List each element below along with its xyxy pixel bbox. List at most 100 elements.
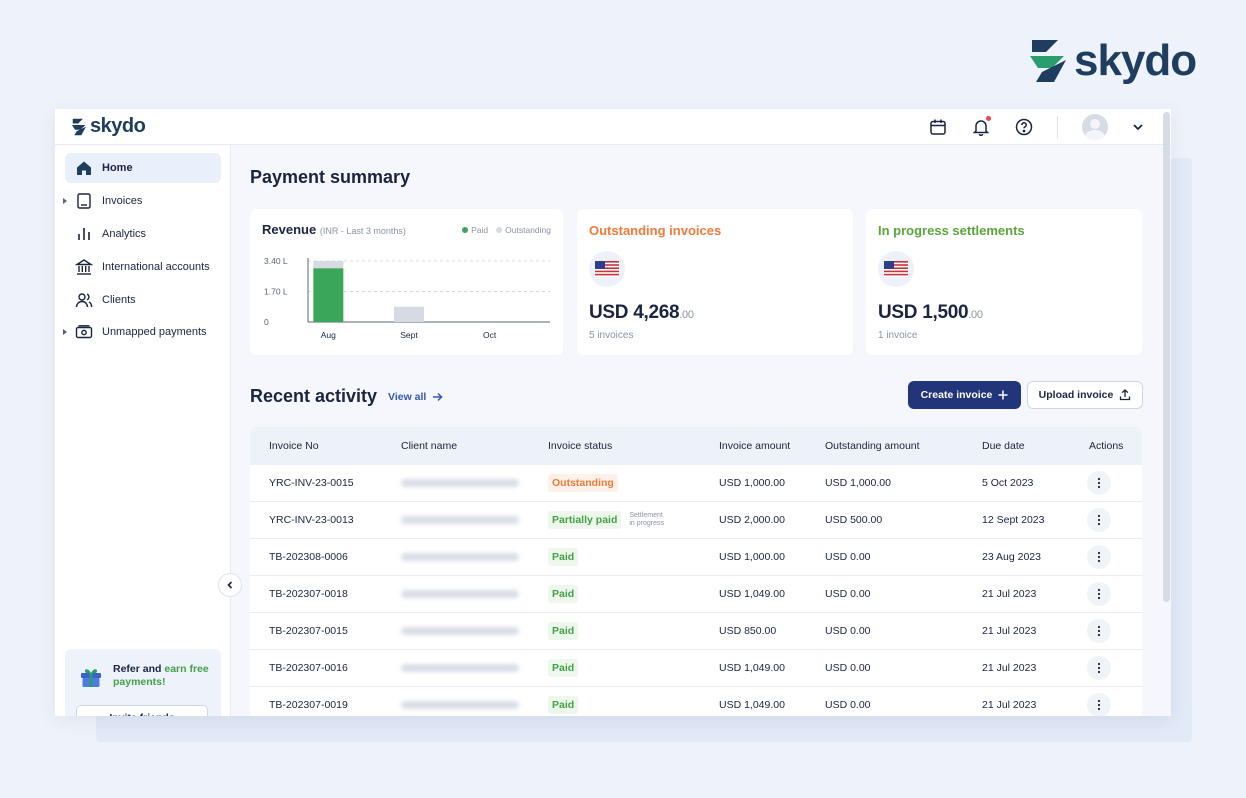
outstanding-amount-cell: USD 0.00 (825, 588, 871, 600)
more-vertical-icon (1097, 588, 1101, 600)
sidebar: Home Invoices Analytics International ac… (55, 145, 231, 716)
chevron-left-icon (227, 581, 233, 589)
invoice-amount: USD 1,000.00 (719, 477, 785, 489)
outstanding-amount: USD 4,268.00 (589, 302, 694, 323)
sidebar-item-unmapped-payments[interactable]: Unmapped payments (63, 317, 221, 347)
sidebar-item-invoices[interactable]: Invoices (63, 186, 221, 216)
row-actions-button[interactable] (1087, 471, 1111, 495)
actions-cell (1087, 539, 1111, 575)
more-vertical-icon (1097, 699, 1101, 711)
help-button[interactable] (1011, 114, 1037, 140)
invoice-number[interactable]: TB-202307-0018 (269, 588, 348, 600)
chevron-down-icon (1133, 124, 1143, 131)
client-name-redacted (401, 576, 519, 612)
sidebar-item-label: Analytics (102, 228, 147, 240)
due-date: 21 Jul 2023 (982, 588, 1037, 600)
invoice-amount: USD 1,049.00 (719, 588, 785, 600)
outstanding-invoices-card[interactable]: Outstanding invoices USD 4,268.00 5 invo… (577, 209, 853, 355)
invoice-number[interactable]: TB-202307-0015 (269, 625, 348, 637)
plus-icon (998, 390, 1008, 400)
collapse-sidebar-button[interactable] (218, 573, 242, 597)
invoice-status: Partially paid Settlement in progress (548, 502, 664, 538)
invoice-amount: USD 1,049.00 (719, 699, 785, 711)
avatar[interactable] (1082, 114, 1108, 140)
row-actions-button[interactable] (1087, 545, 1111, 569)
in-progress-settlements-card[interactable]: In progress settlements USD 1,500.00 1 i… (866, 209, 1142, 355)
actions-cell (1087, 576, 1111, 612)
status-badge: Paid (548, 696, 579, 714)
notifications-button[interactable] (968, 114, 994, 140)
refer-card: Refer and earn free payments! Invite fri… (65, 649, 221, 716)
table-row[interactable]: TB-202307-0018 Paid USD 1,049.00 USD 0.0… (250, 576, 1142, 613)
outstanding-amount-cell: USD 1,000.00 (825, 477, 891, 489)
column-header[interactable]: Invoice amount (719, 440, 791, 452)
invoice-number[interactable]: YRC-INV-23-0013 (269, 514, 354, 526)
invoice-number[interactable]: YRC-INV-23-0015 (269, 477, 354, 489)
table-header: Invoice No Client name Invoice status In… (250, 427, 1142, 465)
table-body: YRC-INV-23-0015 Outstanding USD 1,000.00… (250, 465, 1142, 716)
revenue-title: Revenue (INR - Last 3 months) (262, 222, 406, 237)
column-header[interactable]: Due date (982, 440, 1025, 452)
more-vertical-icon (1097, 514, 1101, 526)
table-row[interactable]: TB-202307-0016 Paid USD 1,049.00 USD 0.0… (250, 650, 1142, 687)
main-content: Payment summary Revenue (INR - Last 3 mo… (232, 145, 1171, 716)
column-header: Actions (1089, 440, 1124, 452)
progress-amount: USD 1,500.00 (878, 302, 983, 323)
account-menu-button[interactable] (1125, 114, 1151, 140)
arrow-right-icon (433, 392, 443, 402)
client-name-redacted (401, 650, 519, 686)
invoices-table: Invoice No Client name Invoice status In… (250, 427, 1142, 716)
outstanding-amount-cell: USD 0.00 (825, 625, 871, 637)
row-actions-button[interactable] (1087, 582, 1111, 606)
calendar-button[interactable] (925, 114, 951, 140)
recent-activity-title: Recent activity (250, 386, 378, 406)
outstanding-title: Outstanding invoices (589, 223, 722, 238)
column-header[interactable]: Invoice No (269, 440, 319, 452)
client-name-redacted (401, 465, 519, 501)
clients-icon (75, 293, 93, 308)
upload-invoice-button[interactable]: Upload invoice (1027, 381, 1143, 409)
column-header[interactable]: Client name (401, 440, 458, 452)
sidebar-item-analytics[interactable]: Analytics (65, 219, 221, 249)
more-vertical-icon (1097, 662, 1101, 674)
column-header[interactable]: Outstanding amount (825, 440, 920, 452)
legend-outstanding: Outstanding (496, 225, 551, 235)
more-vertical-icon (1097, 477, 1101, 489)
table-row[interactable]: TB-202307-0015 Paid USD 850.00 USD 0.00 … (250, 613, 1142, 650)
sidebar-item-label: Invoices (102, 195, 143, 207)
upload-icon (1120, 389, 1131, 401)
app-logo[interactable]: skydo (71, 115, 146, 138)
sidebar-item-clients[interactable]: Clients (65, 285, 221, 315)
expand-caret-icon[interactable] (63, 198, 67, 204)
bar-paid-aug (313, 268, 344, 322)
sidebar-item-international-accounts[interactable]: International accounts (65, 252, 221, 282)
due-date: 23 Aug 2023 (982, 551, 1041, 563)
invoice-number[interactable]: TB-202308-0006 (269, 551, 348, 563)
create-invoice-button[interactable]: Create invoice (908, 381, 1021, 409)
table-row[interactable]: TB-202307-0019 Paid USD 1,049.00 USD 0.0… (250, 687, 1142, 716)
row-actions-button[interactable] (1087, 693, 1111, 716)
us-flag-icon (589, 251, 625, 287)
outstanding-amount-cell: USD 0.00 (825, 551, 871, 563)
invoice-number[interactable]: TB-202307-0019 (269, 699, 348, 711)
y-tick-label: 0 (264, 317, 269, 327)
table-row[interactable]: YRC-INV-23-0015 Outstanding USD 1,000.00… (250, 465, 1142, 502)
expand-caret-icon[interactable] (63, 329, 67, 335)
view-all-link[interactable]: View all (388, 391, 443, 403)
progress-title: In progress settlements (878, 223, 1025, 238)
client-name-redacted (401, 502, 519, 538)
row-actions-button[interactable] (1087, 619, 1111, 643)
more-vertical-icon (1097, 551, 1101, 563)
client-name-redacted (401, 687, 519, 716)
invoice-number[interactable]: TB-202307-0016 (269, 662, 348, 674)
row-actions-button[interactable] (1087, 656, 1111, 680)
column-header[interactable]: Invoice status (548, 440, 613, 452)
table-row[interactable]: YRC-INV-23-0013 Partially paid Settlement… (250, 502, 1142, 539)
invite-friends-button[interactable]: Invite friends (76, 705, 208, 716)
row-actions-button[interactable] (1087, 508, 1111, 532)
analytics-icon (78, 228, 90, 240)
table-row[interactable]: TB-202308-0006 Paid USD 1,000.00 USD 0.0… (250, 539, 1142, 576)
sidebar-item-home[interactable]: Home (65, 153, 221, 183)
scrollbar[interactable] (1163, 112, 1170, 602)
topbar-divider (1057, 116, 1058, 138)
